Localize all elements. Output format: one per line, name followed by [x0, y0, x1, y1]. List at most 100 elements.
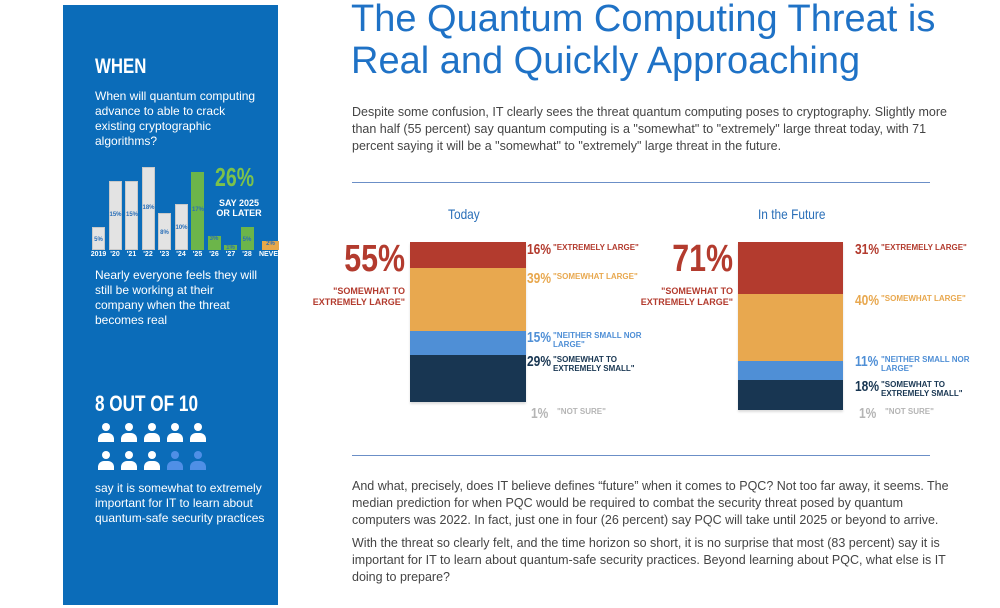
- paragraph-2: And what, precisely, does IT believe def…: [352, 479, 949, 527]
- x-tick-label: '20: [110, 251, 120, 258]
- year-bar: 15%: [108, 181, 122, 250]
- sidebar: WHEN When will quantum computing advance…: [63, 5, 283, 605]
- person-icon: [97, 451, 115, 471]
- segment-name: "NEITHER SMALL NOR LARGE": [881, 355, 970, 374]
- year-bar: 5%: [92, 227, 105, 250]
- year-bar: 3%: [207, 236, 221, 250]
- segment-value: 11%: [855, 353, 879, 371]
- highlight-text: SAY 2025 OR LATER: [216, 198, 262, 218]
- x-tick-label: '21: [126, 251, 137, 258]
- segment-label: 16% "EXTREMELY LARGE": [527, 241, 648, 258]
- segment-value: 39%: [527, 270, 552, 287]
- person-icon: [143, 451, 161, 471]
- segment-label: 39% "SOMEWHAT LARGE": [527, 270, 648, 287]
- big-percent-label: "SOMEWHAT TO EXTREMELY LARGE": [640, 286, 733, 307]
- x-tick-label: '27: [225, 251, 236, 258]
- segment-label: 15% "NEITHER SMALL NOR LARGE": [527, 329, 648, 349]
- segment-label: 1% "NOT SURE": [531, 405, 652, 422]
- intro-paragraph: Despite some confusion, IT clearly sees …: [352, 105, 947, 153]
- bar-value-label: 17%: [192, 207, 205, 214]
- x-tick-label: 2019: [90, 251, 107, 258]
- x-tick-label: '26: [209, 251, 219, 258]
- bar-segment: [738, 361, 843, 380]
- highlight-pct: 26%: [215, 162, 255, 192]
- segment-label: 18% "SOMEWHAT TO EXTREMELY SMALL": [855, 378, 976, 398]
- segment-value: 29%: [527, 353, 552, 371]
- people-icons: [97, 423, 217, 479]
- x-tick-label: '24: [176, 251, 186, 258]
- stacked-bar: [738, 242, 843, 410]
- bar-value-label: 2%: [266, 240, 275, 247]
- segment-value: 1%: [859, 405, 877, 422]
- year-bar: 8%: [158, 213, 171, 250]
- x-tick-label: '28: [242, 251, 252, 258]
- year-bar-chart: 5% 2019 15% '20 15% '21 18% '22 8% '23 10% '24 17% '2…: [63, 5, 283, 265]
- body-text: And what, precisely, does IT believe def…: [352, 478, 952, 586]
- segment-name: "SOMEWHAT TO EXTREMELY SMALL": [553, 355, 635, 374]
- bar-value-label: 1%: [226, 245, 235, 252]
- person-icon: [166, 423, 184, 443]
- bar-value-label: 8%: [160, 229, 169, 236]
- person-icon: [120, 423, 138, 443]
- bar-segment: [410, 331, 526, 356]
- bar-value-label: 10%: [175, 224, 188, 231]
- divider: [352, 455, 930, 456]
- chart-title: Today: [448, 206, 480, 222]
- year-bar: 10%: [174, 204, 188, 250]
- segment-value: 1%: [531, 405, 549, 422]
- stat-title: 8 OUT OF 10: [95, 391, 198, 416]
- person-icon: [97, 423, 115, 443]
- year-bar: 2%: [262, 240, 279, 250]
- page-title: The Quantum Computing Threat is Real and…: [351, 0, 936, 82]
- bar-segment: [738, 294, 843, 362]
- bar-value-label: 5%: [94, 237, 103, 244]
- segment-name: "EXTREMELY LARGE": [881, 243, 967, 252]
- segment-value: 40%: [855, 292, 880, 309]
- bar-segment: [410, 242, 526, 268]
- big-percent: 71%: [672, 238, 733, 280]
- segment-name: "SOMEWHAT LARGE": [881, 294, 966, 303]
- big-percent-label: "SOMEWHAT TO EXTREMELY LARGE": [312, 286, 405, 307]
- x-tick-label: NEVER: [258, 251, 284, 258]
- when-title: WHEN: [95, 55, 147, 78]
- big-percent: 55%: [344, 238, 405, 280]
- bar-value-label: 15%: [109, 212, 122, 219]
- bar-value-label: 15%: [126, 212, 139, 219]
- segment-name: "NOT SURE": [557, 407, 606, 416]
- segment-label: 31% "EXTREMELY LARGE": [855, 241, 976, 258]
- bar-segment: [410, 355, 526, 403]
- segment-value: 31%: [855, 241, 880, 258]
- when-question: When will quantum computing advance to a…: [95, 89, 256, 148]
- person-icon: [189, 451, 207, 471]
- bar-value-label: 18%: [142, 204, 155, 211]
- segment-name: "EXTREMELY LARGE": [553, 243, 639, 252]
- segment-name: "NEITHER SMALL NOR LARGE": [553, 331, 642, 350]
- bar-segment: [738, 379, 843, 410]
- segment-name: "SOMEWHAT LARGE": [553, 272, 638, 281]
- person-icon: [166, 451, 184, 471]
- segment-value: 18%: [855, 377, 880, 395]
- stacked-bar: [410, 242, 526, 403]
- stay-text: Nearly everyone feels they will still be…: [95, 268, 258, 327]
- divider: [352, 182, 930, 183]
- segment-value: 16%: [527, 241, 552, 258]
- segment-name: "NOT SURE": [885, 407, 934, 416]
- paragraph-3: With the threat so clearly felt, and the…: [352, 536, 946, 584]
- person-icon: [143, 423, 161, 443]
- person-icon: [120, 451, 138, 471]
- year-bar: 1%: [224, 245, 237, 252]
- bar-value-label: 3%: [209, 236, 219, 243]
- bar-segment: [410, 267, 526, 332]
- segment-name: "SOMEWHAT TO EXTREMELY SMALL": [881, 379, 963, 398]
- bar-segment: [738, 242, 843, 295]
- year-bar: 17%: [191, 171, 205, 250]
- segment-value: 15%: [527, 329, 552, 347]
- x-tick-label: '25: [192, 251, 203, 258]
- year-bar: 5%: [240, 227, 254, 250]
- person-icon: [189, 423, 207, 443]
- bar-value-label: 5%: [242, 237, 252, 244]
- segment-label: 40% "SOMEWHAT LARGE": [855, 292, 976, 309]
- year-bar: 15%: [125, 181, 138, 250]
- segment-label: 29% "SOMEWHAT TO EXTREMELY SMALL": [527, 353, 648, 373]
- x-tick-label: '23: [159, 251, 170, 258]
